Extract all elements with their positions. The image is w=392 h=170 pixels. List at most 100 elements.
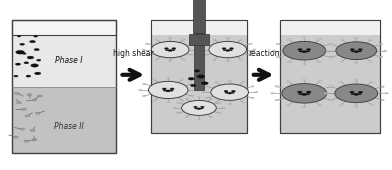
Bar xyxy=(280,20,380,133)
Circle shape xyxy=(275,86,278,87)
Circle shape xyxy=(333,50,336,51)
Circle shape xyxy=(272,50,276,51)
Circle shape xyxy=(191,95,194,97)
Circle shape xyxy=(36,59,41,61)
Circle shape xyxy=(287,81,290,82)
Circle shape xyxy=(34,72,41,75)
Circle shape xyxy=(153,100,156,101)
Circle shape xyxy=(299,51,302,52)
Circle shape xyxy=(253,49,256,50)
Circle shape xyxy=(350,91,354,93)
Bar xyxy=(12,20,116,35)
Text: Phase I: Phase I xyxy=(55,56,83,65)
Circle shape xyxy=(303,63,306,65)
Circle shape xyxy=(222,107,225,108)
Circle shape xyxy=(197,75,205,78)
Circle shape xyxy=(196,49,198,50)
Circle shape xyxy=(176,113,179,114)
Circle shape xyxy=(335,84,377,103)
Circle shape xyxy=(155,39,158,40)
Circle shape xyxy=(205,97,208,99)
Circle shape xyxy=(34,48,39,51)
Circle shape xyxy=(20,128,25,130)
Circle shape xyxy=(163,90,166,91)
Circle shape xyxy=(198,118,200,119)
Circle shape xyxy=(307,51,310,52)
Circle shape xyxy=(201,92,204,93)
Circle shape xyxy=(142,83,145,84)
Circle shape xyxy=(301,93,307,96)
Circle shape xyxy=(32,139,37,141)
Circle shape xyxy=(328,86,332,87)
Circle shape xyxy=(194,70,200,72)
Circle shape xyxy=(384,50,387,51)
Circle shape xyxy=(20,43,25,45)
Circle shape xyxy=(370,104,373,105)
Circle shape xyxy=(226,61,229,62)
Circle shape xyxy=(307,93,310,95)
Circle shape xyxy=(276,43,279,45)
Circle shape xyxy=(249,43,252,44)
Circle shape xyxy=(211,84,249,100)
Circle shape xyxy=(255,92,258,93)
Circle shape xyxy=(209,41,247,58)
Circle shape xyxy=(350,49,354,50)
Circle shape xyxy=(14,136,18,138)
Circle shape xyxy=(213,39,216,40)
Circle shape xyxy=(173,107,176,108)
Circle shape xyxy=(318,39,321,40)
Circle shape xyxy=(16,50,24,54)
Circle shape xyxy=(219,102,221,103)
Circle shape xyxy=(215,82,218,83)
Circle shape xyxy=(381,86,384,87)
Circle shape xyxy=(225,49,230,52)
Circle shape xyxy=(145,43,149,44)
Circle shape xyxy=(31,64,38,67)
Circle shape xyxy=(215,102,218,103)
Circle shape xyxy=(166,90,171,92)
Circle shape xyxy=(165,49,168,51)
Circle shape xyxy=(25,115,30,117)
Bar xyxy=(151,20,247,133)
Circle shape xyxy=(251,86,254,87)
Circle shape xyxy=(22,53,26,54)
Circle shape xyxy=(351,93,354,95)
Circle shape xyxy=(35,112,40,114)
Circle shape xyxy=(241,82,245,83)
Circle shape xyxy=(153,79,156,80)
Bar xyxy=(12,87,116,153)
Circle shape xyxy=(15,92,19,94)
Bar xyxy=(12,35,116,87)
Circle shape xyxy=(170,90,173,91)
Circle shape xyxy=(306,48,311,50)
Circle shape xyxy=(14,75,18,77)
Circle shape xyxy=(380,56,383,58)
Text: high shear: high shear xyxy=(113,49,154,58)
Circle shape xyxy=(287,105,290,106)
Circle shape xyxy=(334,93,338,94)
Circle shape xyxy=(381,99,384,101)
Circle shape xyxy=(380,44,383,45)
Circle shape xyxy=(231,90,235,92)
Circle shape xyxy=(27,94,32,96)
Circle shape xyxy=(326,50,329,51)
Circle shape xyxy=(191,84,196,87)
Circle shape xyxy=(229,48,234,49)
Circle shape xyxy=(192,55,195,56)
Bar xyxy=(193,0,205,33)
Circle shape xyxy=(276,57,279,58)
Circle shape xyxy=(169,61,172,62)
Circle shape xyxy=(283,41,326,60)
Circle shape xyxy=(225,92,228,93)
Circle shape xyxy=(355,106,358,107)
Circle shape xyxy=(302,51,307,53)
Circle shape xyxy=(340,39,343,40)
Circle shape xyxy=(355,37,358,39)
Circle shape xyxy=(24,140,29,142)
Circle shape xyxy=(30,40,35,43)
Circle shape xyxy=(328,99,332,101)
Circle shape xyxy=(318,61,321,63)
Circle shape xyxy=(271,93,274,94)
Circle shape xyxy=(181,100,216,115)
Circle shape xyxy=(227,92,232,94)
